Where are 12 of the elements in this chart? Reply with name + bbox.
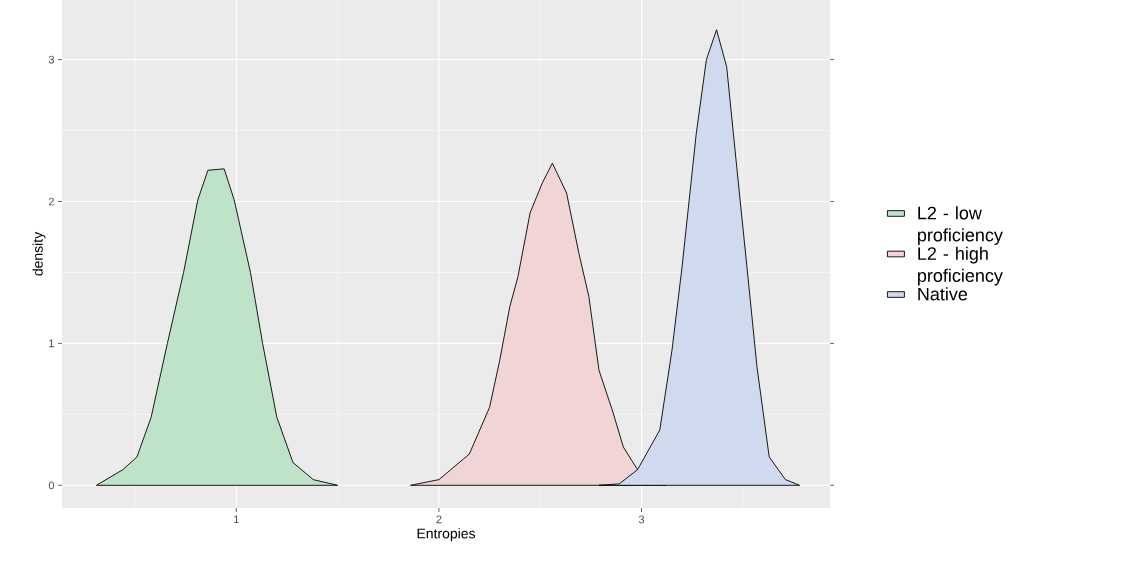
y-tick-label: 3 xyxy=(48,55,54,64)
legend-label: Native xyxy=(918,287,968,301)
x-axis-title: Entropies xyxy=(417,528,476,542)
y-axis-title: density xyxy=(32,231,46,276)
x-tick-label: 2 xyxy=(436,515,442,524)
y-tick-label: 2 xyxy=(48,197,54,206)
y-tick-label: 0 xyxy=(48,481,55,490)
legend-label: L2 - low proficiency xyxy=(918,206,1003,245)
y-tick-label: 1 xyxy=(49,339,54,348)
legend-label: L2 - high proficiency xyxy=(918,246,1003,286)
x-tick-label: 1 xyxy=(234,515,239,524)
x-tick-label: 3 xyxy=(638,515,645,524)
